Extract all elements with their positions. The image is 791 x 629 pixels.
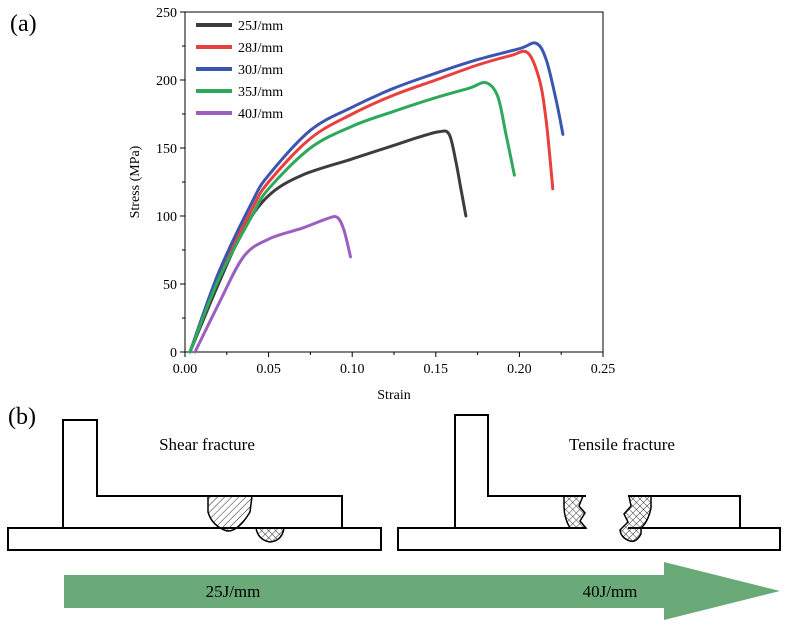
y-axis-label: Stress (MPa): [128, 145, 143, 218]
x-tick-label: 0.20: [507, 362, 532, 377]
y-axis-ticks: 0 50 100 150 200 250: [156, 6, 185, 361]
legend-label: 25J/mm: [238, 19, 283, 34]
series-line-40jmm: [193, 215, 352, 354]
tensile-fracture-diagram: Tensile fracture: [397, 414, 781, 551]
x-tick-label: 0.25: [591, 362, 616, 377]
legend-label: 40J/mm: [238, 107, 283, 122]
y-tick-label: 50: [163, 278, 177, 293]
series-line-28jmm: [188, 49, 555, 354]
legend-label: 30J/mm: [238, 63, 283, 78]
series-lines: [188, 41, 565, 354]
legend-label: 28J/mm: [238, 41, 283, 56]
fracture-gap: [586, 492, 628, 532]
weld-nugget-upper: [207, 495, 253, 532]
arrow-end-label: 40J/mm: [583, 582, 638, 601]
legend: 25J/mm 28J/mm 30J/mm 35J/mm 40J/mm: [196, 19, 283, 122]
shear-fracture-diagram: Shear fracture: [7, 419, 382, 551]
x-axis-label: Strain: [377, 388, 410, 403]
weld-nugget-lower: [255, 527, 285, 543]
arrow-icon: [64, 562, 780, 620]
base-plate: [7, 527, 382, 551]
series-line-35jmm: [188, 80, 516, 354]
x-tick-label: 0.15: [424, 362, 449, 377]
l-profile-top-plate: [62, 419, 343, 529]
fracture-fragment-right: [619, 495, 652, 543]
fracture-fragment-left: [563, 495, 588, 529]
panel-a-label: (a): [10, 11, 37, 37]
x-tick-label: 0.00: [173, 362, 198, 377]
y-tick-label: 0: [170, 346, 177, 361]
y-tick-label: 200: [156, 74, 177, 89]
l-profile-top-plate: [454, 414, 741, 529]
arrow-start-label: 25J/mm: [206, 582, 261, 601]
x-axis-ticks: 0.00 0.05 0.10 0.15 0.20 0.25: [173, 352, 616, 377]
y-tick-label: 250: [156, 6, 177, 21]
legend-label: 35J/mm: [238, 85, 283, 100]
stress-strain-chart: 0 50 100 150 200 250 0.00 0.05 0.10 0.15 0.20 0.25…: [128, 6, 615, 403]
y-tick-label: 100: [156, 210, 177, 225]
panel-b-label: (b): [8, 404, 36, 430]
x-tick-label: 0.10: [340, 362, 365, 377]
shear-fracture-caption: Shear fracture: [159, 435, 255, 454]
y-tick-label: 150: [156, 142, 177, 157]
series-line-30jmm: [188, 41, 565, 354]
tensile-fracture-caption: Tensile fracture: [569, 435, 675, 454]
x-tick-label: 0.05: [256, 362, 281, 377]
heat-input-arrow: 25J/mm 40J/mm: [64, 562, 780, 620]
